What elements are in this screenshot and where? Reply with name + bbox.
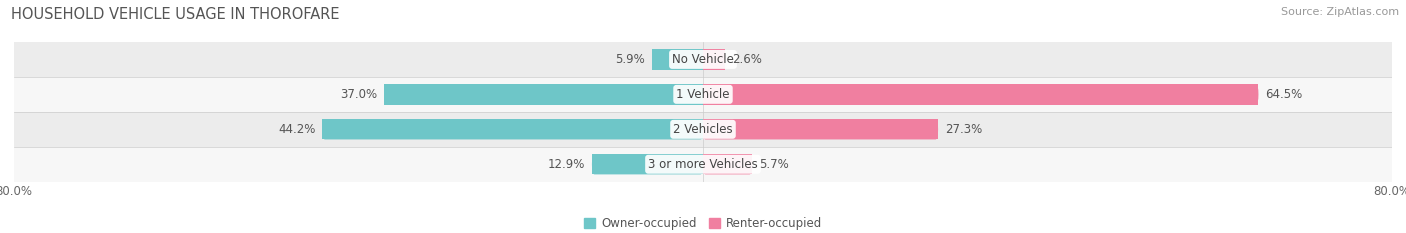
Text: 64.5%: 64.5%	[1265, 88, 1302, 101]
Bar	[322, 119, 703, 139]
Bar	[14, 77, 1392, 112]
FancyBboxPatch shape	[703, 119, 938, 139]
Bar	[14, 112, 1392, 147]
Bar	[384, 84, 703, 105]
Legend: Owner-occupied, Renter-occupied: Owner-occupied, Renter-occupied	[579, 212, 827, 233]
Text: 27.3%: 27.3%	[945, 123, 983, 136]
Text: 2.6%: 2.6%	[733, 53, 762, 66]
Text: Source: ZipAtlas.com: Source: ZipAtlas.com	[1281, 7, 1399, 17]
Bar	[703, 154, 752, 174]
Bar	[703, 49, 725, 69]
Bar	[592, 154, 703, 174]
Text: 37.0%: 37.0%	[340, 88, 377, 101]
Bar	[703, 119, 938, 139]
Bar	[703, 84, 1258, 105]
Bar	[14, 42, 1392, 77]
FancyBboxPatch shape	[703, 84, 1258, 105]
Text: 3 or more Vehicles: 3 or more Vehicles	[648, 158, 758, 171]
Bar	[14, 147, 1392, 182]
Text: 12.9%: 12.9%	[548, 158, 585, 171]
FancyBboxPatch shape	[322, 119, 703, 139]
Text: HOUSEHOLD VEHICLE USAGE IN THOROFARE: HOUSEHOLD VEHICLE USAGE IN THOROFARE	[11, 7, 340, 22]
Text: No Vehicle: No Vehicle	[672, 53, 734, 66]
Bar	[652, 49, 703, 69]
Text: 1 Vehicle: 1 Vehicle	[676, 88, 730, 101]
FancyBboxPatch shape	[592, 154, 703, 174]
Text: 5.7%: 5.7%	[759, 158, 789, 171]
FancyBboxPatch shape	[703, 49, 725, 69]
FancyBboxPatch shape	[384, 84, 703, 105]
Text: 2 Vehicles: 2 Vehicles	[673, 123, 733, 136]
Text: 5.9%: 5.9%	[616, 53, 645, 66]
FancyBboxPatch shape	[652, 49, 703, 69]
FancyBboxPatch shape	[703, 154, 752, 174]
Text: 44.2%: 44.2%	[278, 123, 315, 136]
